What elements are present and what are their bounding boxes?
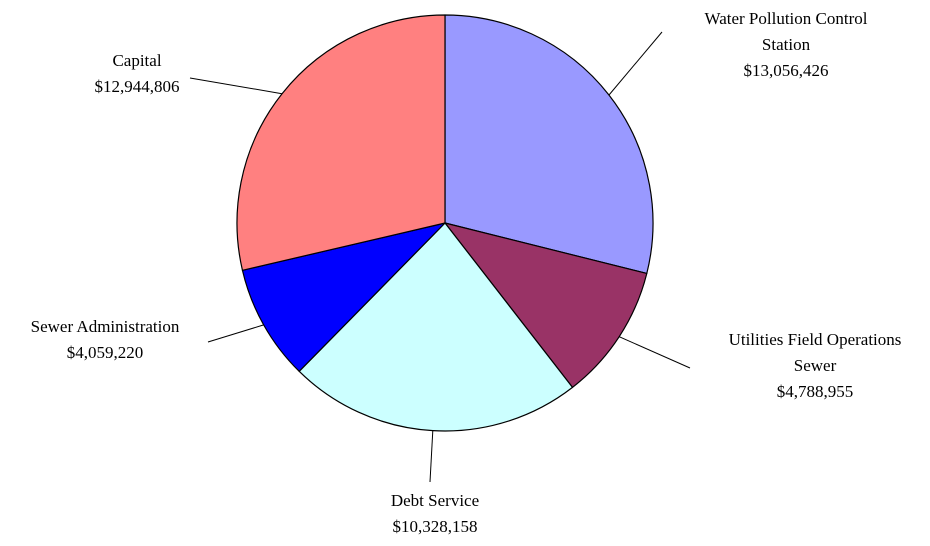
leader-line	[207, 324, 264, 343]
label-utilities-field-operations-sewer: Utilities Field Operations Sewer $4,788,…	[729, 327, 902, 405]
label-capital: Capital $12,944,806	[95, 48, 180, 100]
pie-slice-water-pollution-control-station	[444, 14, 654, 275]
pie-slices	[236, 14, 654, 432]
value-label: $13,056,426	[743, 61, 829, 80]
pie-slice-debt-service	[298, 222, 574, 432]
category-label: Debt Service	[390, 491, 480, 510]
value-label: $4,788,955	[776, 382, 854, 401]
leader-lines	[189, 31, 691, 483]
label-debt-service: Debt Service $10,328,158	[391, 488, 479, 540]
pie-slice-utilities-field-operations-sewer	[444, 222, 648, 388]
value-label: $10,328,158	[392, 517, 478, 536]
category-label: Water Pollution Control	[704, 9, 868, 28]
category-label: Sewer Administration	[30, 317, 180, 336]
label-sewer-administration: Sewer Administration $4,059,220	[31, 314, 180, 366]
value-label: $12,944,806	[94, 77, 180, 96]
category-label: Utilities Field Operations	[728, 330, 902, 349]
category-label-cont: Station	[761, 35, 811, 54]
leader-line	[189, 77, 283, 95]
category-label-cont: Sewer	[793, 356, 837, 375]
leader-line	[429, 430, 434, 483]
label-water-pollution-control-station: Water Pollution Control Station $13,056,…	[705, 6, 868, 84]
category-label: Capital	[112, 51, 162, 70]
value-label: $4,059,220	[66, 343, 144, 362]
pie-slice-capital	[236, 14, 446, 271]
leader-line	[618, 336, 691, 369]
leader-line	[608, 31, 663, 96]
